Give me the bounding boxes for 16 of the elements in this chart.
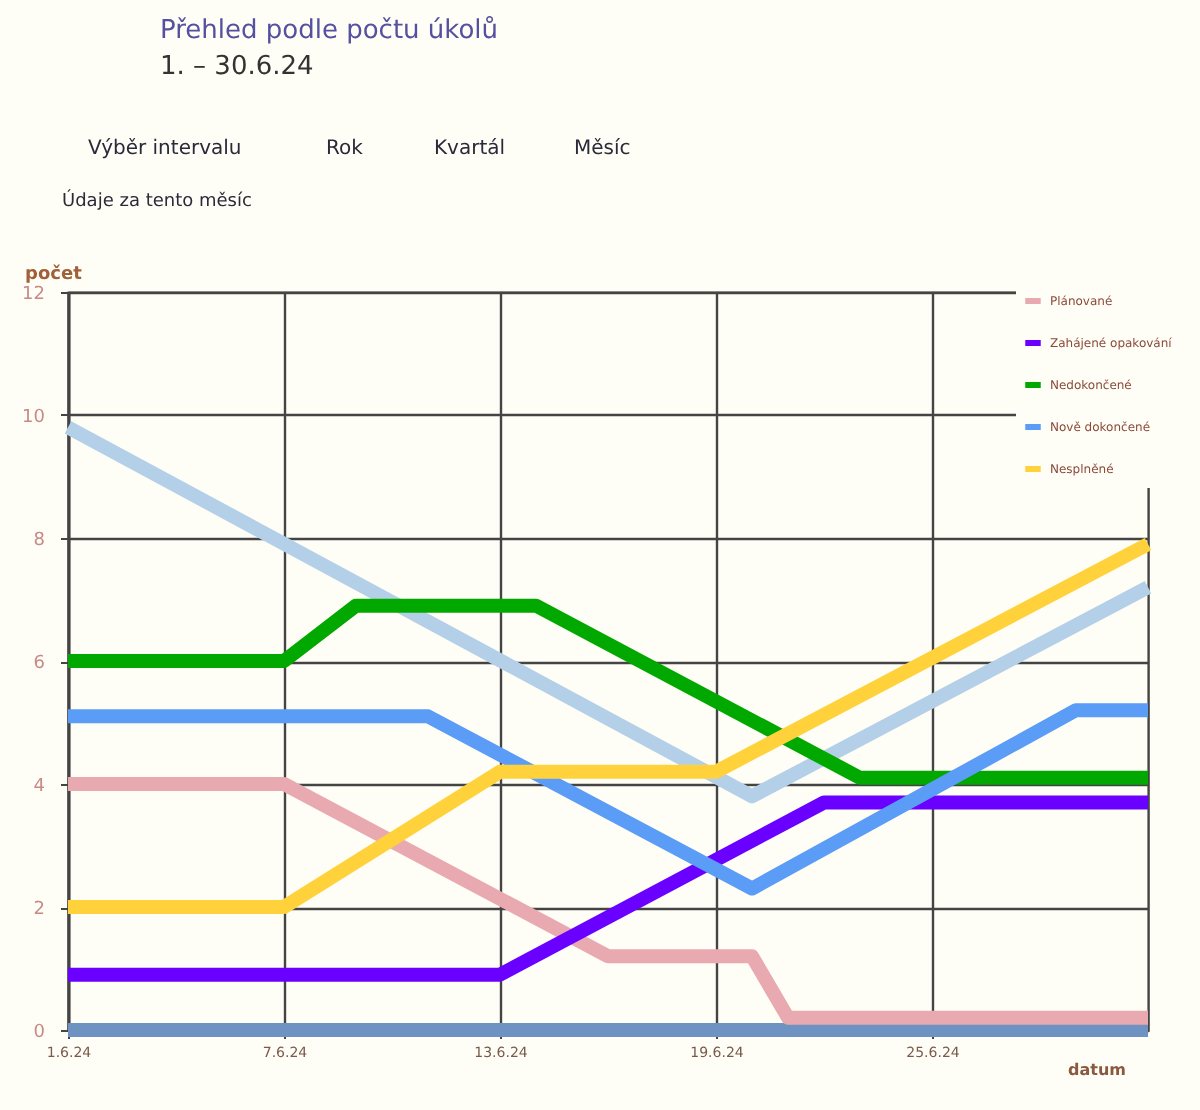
y-tick-label: 2 — [33, 900, 45, 920]
y-tick-label: 8 — [33, 531, 46, 551]
chart-subtitle: 1. – 30.6.24 — [160, 52, 314, 82]
chart-title: Přehled podle počtu úkolů — [160, 14, 499, 46]
x-axis-title: datum — [1068, 1061, 1126, 1079]
y-tick-label: 0 — [33, 1023, 46, 1043]
y-tick-label: 4 — [33, 777, 46, 797]
y-tick-label: 12 — [22, 285, 45, 305]
text: Údaje za tento měsíc — [62, 188, 252, 212]
y-tick-label: 6 — [33, 654, 46, 674]
text: Kvartál — [434, 138, 506, 160]
text: Rok — [326, 138, 364, 160]
y-tick-label: 10 — [22, 408, 46, 428]
text: Měsíc — [574, 138, 631, 160]
text: Výběr intervalu — [88, 138, 242, 160]
y-axis-title: počet — [25, 263, 84, 285]
